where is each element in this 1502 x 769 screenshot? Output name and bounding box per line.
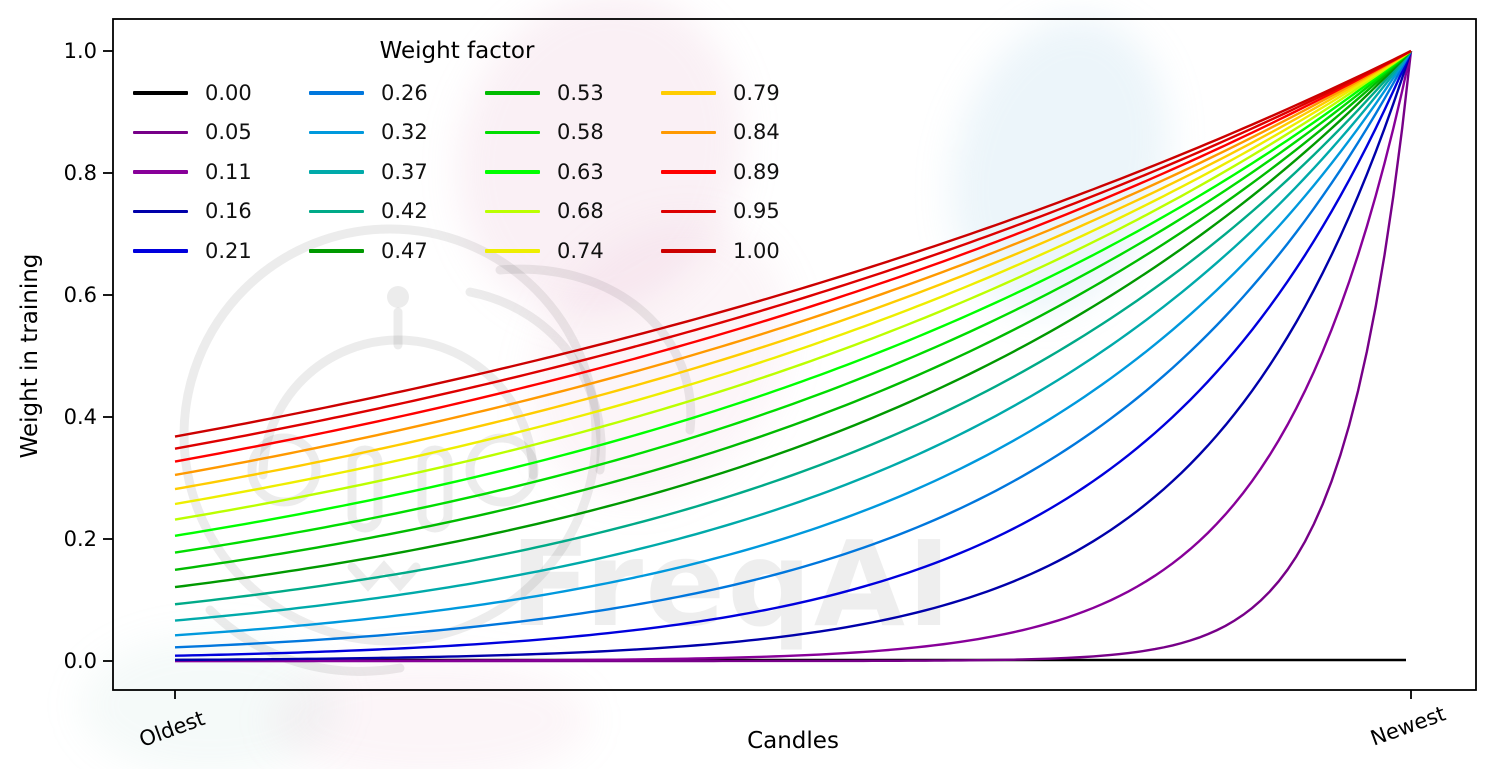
legend-title: Weight factor [379,38,535,64]
legend-label: 1.00 [733,238,780,263]
legend-swatch [309,91,364,95]
legend-swatch [661,249,716,253]
weight-curve-0.16 [174,50,1413,662]
x-axis-label: Candles [747,728,839,754]
legend-label: 0.21 [205,238,252,263]
legend-item: 0.74 [485,231,661,271]
legend-item: 0.79 [661,73,837,113]
legend-swatch [485,130,540,134]
legend-label: 0.37 [381,159,428,184]
watermark-leaf-teal [80,635,340,769]
weight-curve-0.68 [174,50,1412,521]
legend-swatch [661,91,716,95]
weight-curve-0.37 [174,50,1412,622]
legend-item: 0.84 [661,113,837,153]
legend-item: 0.32 [309,113,485,153]
legend-item: 0.37 [309,152,485,192]
watermark-leaf-pink-bottom [270,660,590,769]
weight-curve-0.26 [174,50,1413,649]
legend-swatch [485,249,540,253]
legend-swatch [133,249,188,253]
weight-curve-0.63 [174,50,1412,537]
legend-label: 0.89 [733,159,780,184]
weight-curve-0.47 [174,50,1412,589]
legend-label: 0.84 [733,120,780,145]
weight-curve-0.89 [174,49,1412,463]
legend-item: 0.00 [133,73,309,113]
legend-label: 0.16 [205,199,252,224]
legend-item: 0.21 [133,231,309,271]
legend-swatch [661,130,716,134]
legend-label: 0.42 [381,199,428,224]
legend-label: 0.05 [205,120,252,145]
legend-item: 0.53 [485,73,661,113]
weight-curve-0.84 [174,49,1412,477]
legend-swatch [133,91,188,95]
weight-curve-0.58 [174,50,1412,554]
legend-swatch [485,170,540,174]
weight-curve-0.11 [175,50,1413,663]
legend-swatch [309,130,364,134]
y-tick-label: 0.6 [63,283,97,307]
weight-curve-0.74 [174,50,1412,506]
y-tick-label: 1.0 [63,39,97,63]
legend-item: 0.05 [133,113,309,153]
legend-label: 0.11 [205,159,252,184]
legend-label: 0.68 [557,199,604,224]
y-tick-label: 0.8 [63,161,97,185]
watermark-text: FreqAI [510,515,953,653]
legend-swatch [485,91,540,95]
legend-label: 0.79 [733,80,780,105]
weight-curve-0.42 [174,50,1412,606]
weight-curve-0.79 [174,49,1412,491]
legend-item: 0.63 [485,152,661,192]
legend-item: 0.26 [309,73,485,113]
legend-swatch [309,170,364,174]
legend-swatch [661,209,716,213]
weight-curve-0.95 [174,49,1412,450]
legend-label: 0.00 [205,80,252,105]
legend-item: 1.00 [661,231,837,271]
legend-label: 0.26 [381,80,428,105]
legend-item: 0.68 [485,192,661,232]
legend-label: 0.47 [381,238,428,263]
y-tick-label: 0.0 [63,649,97,673]
y-tick-label: 0.4 [63,405,97,429]
legend-label: 0.63 [557,159,604,184]
legend-label: 0.95 [733,199,780,224]
legend-swatch [309,209,364,213]
legend-item: 0.16 [133,192,309,232]
y-tick-label: 0.2 [63,527,97,551]
weight-curve-0.21 [174,50,1413,657]
axes-frame [112,18,1477,691]
weight-curve-0.53 [174,50,1412,571]
legend-swatch [485,209,540,213]
legend-label: 0.53 [557,80,604,105]
legend-swatch [133,209,188,213]
legend-item: 0.11 [133,152,309,192]
legend-item: 0.89 [661,152,837,192]
legend: 0.00 0.05 0.11 0.16 0.21 0.26 0.32 0.37 0.42 0.47… [133,73,837,271]
legend-swatch [661,170,716,174]
legend-label: 0.58 [557,120,604,145]
legend-swatch [309,249,364,253]
legend-item: 0.42 [309,192,485,232]
legend-label: 0.74 [557,238,604,263]
legend-item: 0.95 [661,192,837,232]
legend-label: 0.32 [381,120,428,145]
weight-curve-1.00 [174,49,1412,438]
legend-item: 0.47 [309,231,485,271]
weight-curve-0.32 [174,50,1413,637]
legend-swatch [133,130,188,134]
legend-swatch [133,170,188,174]
legend-item: 0.58 [485,113,661,153]
